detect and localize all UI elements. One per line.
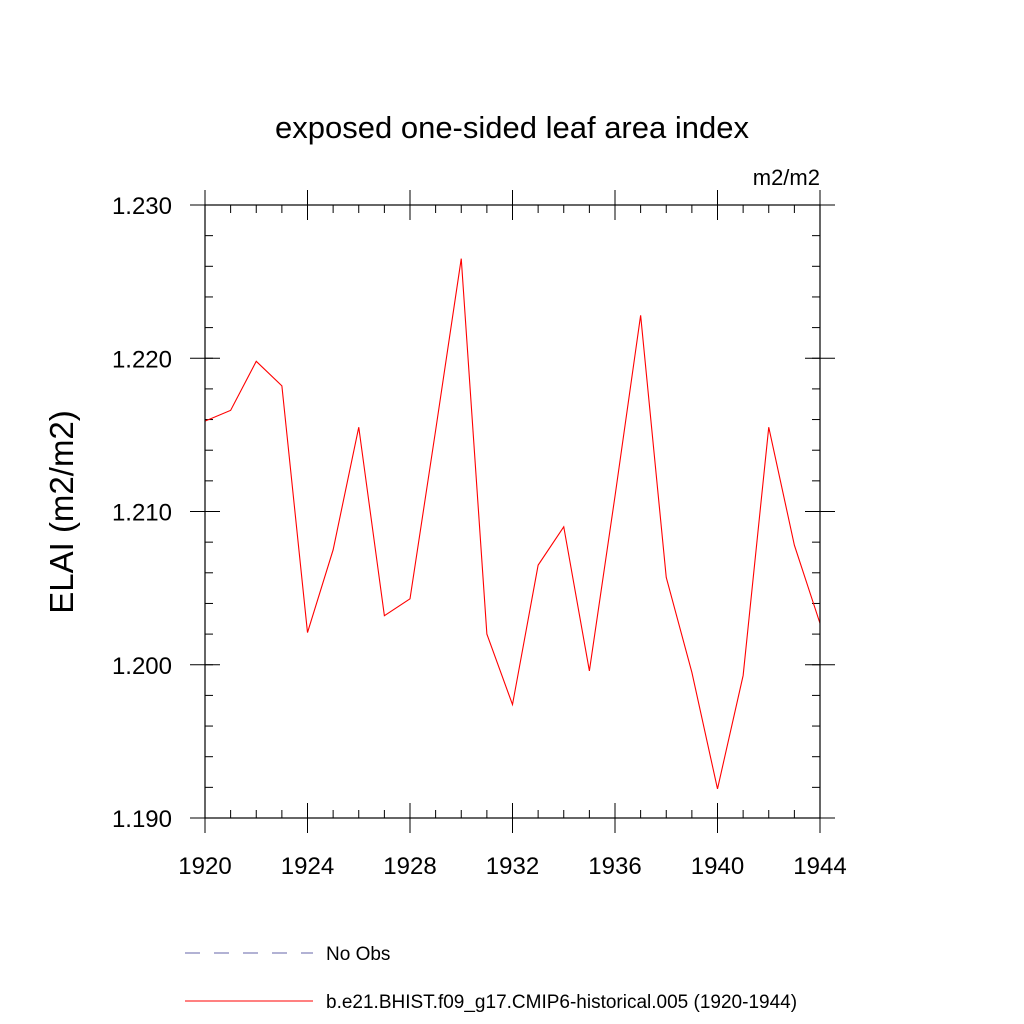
minor-ticks	[204, 204, 821, 819]
y-tick-label: 1.220	[112, 346, 172, 373]
units-label: m2/m2	[753, 165, 820, 190]
y-tick-label: 1.190	[112, 806, 172, 833]
x-tick-label: 1944	[793, 853, 846, 880]
y-tick-label: 1.210	[112, 500, 172, 527]
y-axis-label: ELAI (m2/m2)	[43, 410, 80, 614]
plot-frame	[204, 204, 821, 819]
chart-title: exposed one-sided leaf area index	[275, 110, 749, 145]
x-tick-label: 1936	[588, 853, 641, 880]
tick-labels: 1920 1924 1928 1932 1936 1940 1944 1.190 1.200 1.…	[112, 193, 847, 880]
legend: No Obs b.e21.BHIST.f09_g17.CMIP6-historic…	[185, 944, 797, 1013]
x-tick-label: 1940	[691, 853, 744, 880]
legend-label: No Obs	[326, 944, 390, 965]
y-tick-label: 1.230	[112, 193, 172, 220]
legend-label: b.e21.BHIST.f09_g17.CMIP6-historical.005…	[326, 992, 797, 1013]
x-tick-label: 1932	[486, 853, 539, 880]
y-tick-label: 1.200	[112, 653, 172, 680]
x-tick-label: 1924	[281, 853, 334, 880]
series-layer	[204, 258, 821, 790]
major-ticks	[190, 190, 835, 833]
series-line	[204, 258, 821, 790]
x-tick-label: 1920	[178, 853, 231, 880]
x-tick-label: 1928	[383, 853, 436, 880]
